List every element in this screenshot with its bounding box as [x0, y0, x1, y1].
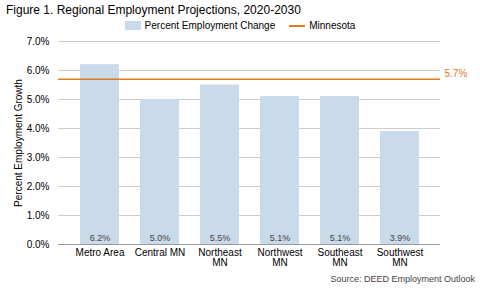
html-text:Percent Employment Change: Percent Employment Change: [144, 20, 276, 31]
svg-text:3.9%: 3.9%: [390, 233, 411, 243]
svg-text:2.0%: 2.0%: [27, 181, 50, 192]
svg-text:4.0%: 4.0%: [27, 123, 50, 134]
svg-text:5.5%: 5.5%: [210, 233, 231, 243]
svg-text:SoutheastMN: SoutheastMN: [317, 247, 362, 268]
svg-text:5.0%: 5.0%: [150, 233, 171, 243]
svg-text:Percent Employment Growth: Percent Employment Growth: [13, 79, 24, 207]
svg-text:5.0%: 5.0%: [27, 94, 50, 105]
svg-text:Central MN: Central MN: [135, 247, 186, 258]
html-text:Minnesota: Minnesota: [309, 20, 356, 31]
html-text:Source: DEED Employment Outloo: Source: DEED Employment Outlook: [330, 274, 475, 284]
svg-text:5.1%: 5.1%: [270, 233, 291, 243]
svg-text:Metro Area: Metro Area: [76, 247, 125, 258]
svg-text:NorthwestMN: NorthwestMN: [257, 247, 302, 268]
svg-text:5.7%: 5.7%: [445, 68, 468, 79]
svg-text:0.0%: 0.0%: [27, 239, 50, 250]
svg-text:SouthwestMN: SouthwestMN: [377, 247, 424, 268]
svg-text:1.0%: 1.0%: [27, 210, 50, 221]
svg-text:5.1%: 5.1%: [330, 233, 351, 243]
svg-text:6.2%: 6.2%: [90, 233, 111, 243]
svg-text:NortheastMN: NortheastMN: [198, 247, 242, 268]
svg-text:7.0%: 7.0%: [27, 36, 50, 47]
html-text:Figure 1. Regional Employment: Figure 1. Regional Employment Projection…: [6, 3, 301, 17]
svg-text:3.0%: 3.0%: [27, 152, 50, 163]
svg-text:6.0%: 6.0%: [27, 65, 50, 76]
